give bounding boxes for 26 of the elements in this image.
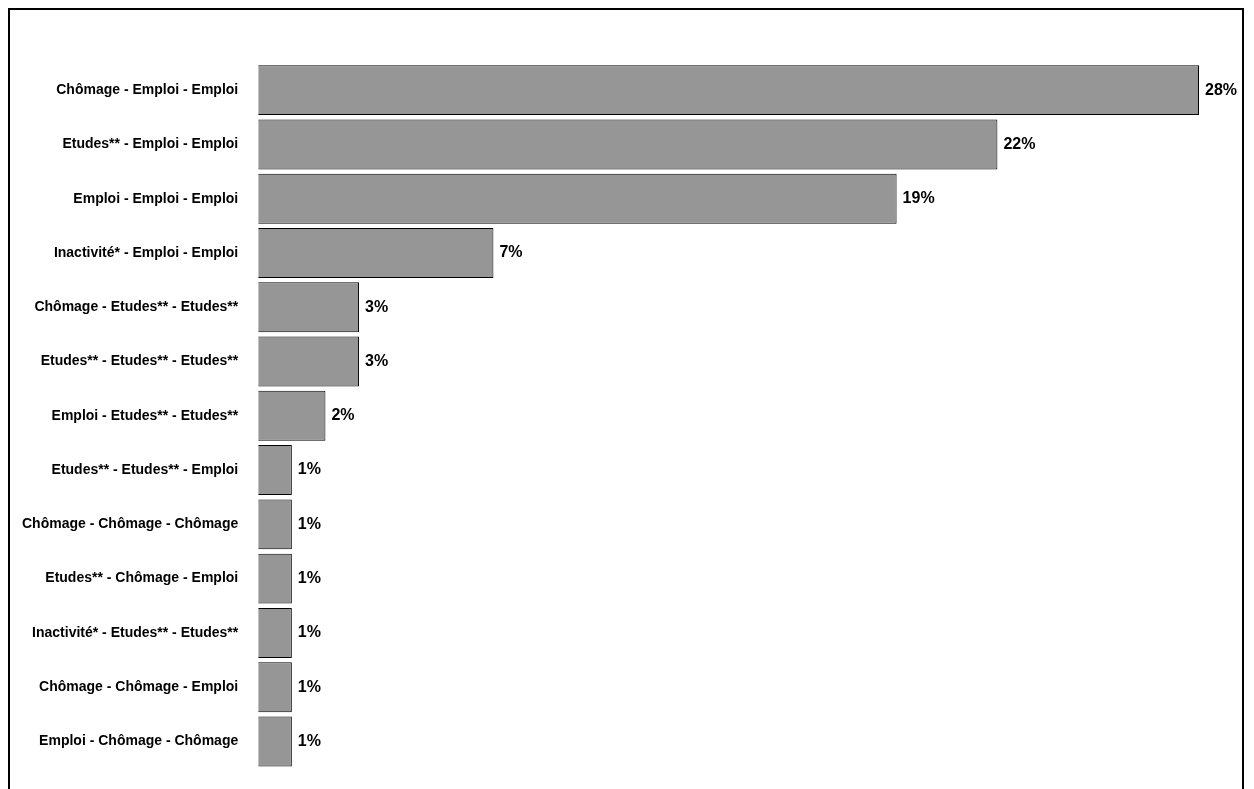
data-label: 1% [297,569,321,587]
y-tick-label: Inactivité* - Etudes** - Etudes** [32,623,239,640]
y-tick-label: Emploi - Emploi - Emploi [73,189,239,206]
y-tick-label: Emploi - Etudes** - Etudes** [51,406,239,423]
data-label: 3% [365,351,389,369]
y-tick-label: Chômage - Etudes** - Etudes** [34,298,239,315]
data-label: 7% [499,243,523,261]
y-tick-label: Etudes** - Etudes** - Emploi [51,460,239,477]
data-label: 1% [297,677,321,695]
y-tick-label: Emploi - Chômage - Chômage [39,732,239,749]
data-label: 1% [297,731,321,749]
y-tick-label: Etudes** - Emploi - Emploi [62,135,239,152]
data-label: 3% [365,297,389,315]
y-tick-label: Chômage - Emploi - Emploi [56,81,239,97]
data-label: 22% [1003,134,1036,152]
data-label: 19% [902,189,935,207]
y-tick-label: Chômage - Chômage - Chômage [21,515,239,532]
data-label: 1% [297,514,321,532]
y-tick-label: Etudes** - Etudes** - Etudes** [40,352,239,369]
y-tick-label: Inactivité* - Emploi - Emploi [53,243,239,260]
data-label: 2% [331,406,355,424]
data-label: 28% [1205,80,1238,98]
data-label: 1% [297,460,321,478]
y-tick-label: Chômage - Chômage - Emploi [39,678,239,695]
data-label: 1% [297,623,321,641]
y-tick-label: Etudes** - Chômage - Emploi [45,569,239,586]
